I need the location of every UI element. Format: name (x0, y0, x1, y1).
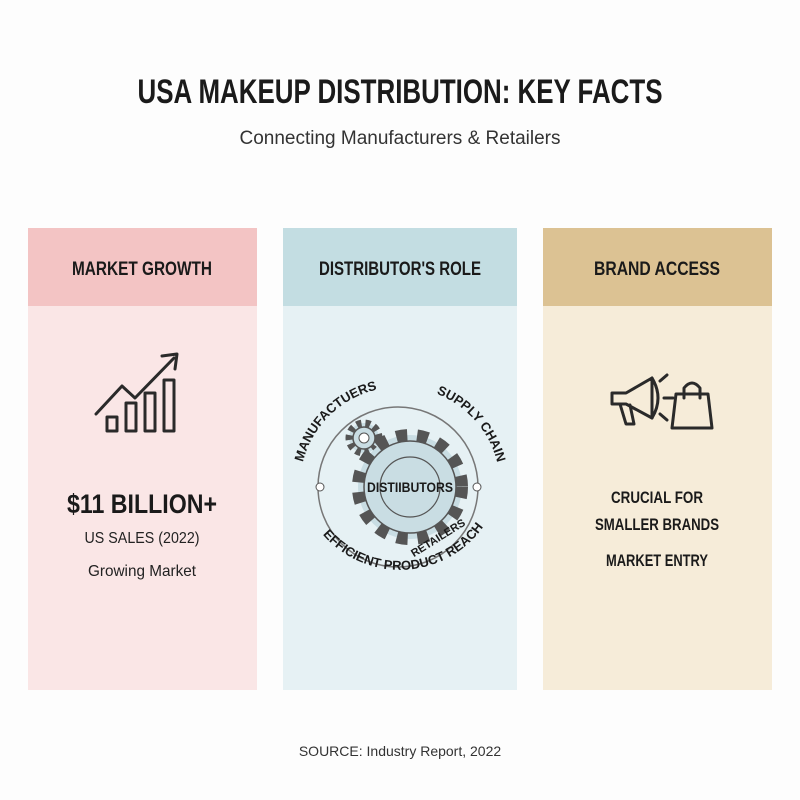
card-title: MARKET GROWTH (72, 259, 212, 280)
card-line: SMALLER BRANDS (595, 515, 719, 534)
card-line: CRUCIAL FOR (611, 488, 703, 507)
card-title: DISTRIBUTOR'S ROLE (319, 259, 481, 280)
card-header (283, 228, 517, 306)
card-header (543, 228, 772, 306)
diagram-center: DISTIIBUTORS (367, 479, 453, 495)
card-header (28, 228, 257, 306)
card-line: MARKET ENTRY (606, 551, 708, 570)
growth-icon (94, 352, 179, 433)
source: SOURCE: Industry Report, 2022 (299, 743, 502, 759)
stat-note: Growing Market (88, 563, 197, 580)
stat-value: $11 BILLION+ (67, 489, 217, 519)
brand-icon (610, 373, 714, 430)
cycle-diagram (315, 406, 482, 568)
subtitle: Connecting Manufacturers & Retailers (239, 128, 560, 149)
card-title: BRAND ACCESS (594, 259, 720, 280)
title: USA MAKEUP DISTRIBUTION: KEY FACTS (138, 73, 663, 111)
stat-label: US SALES (2022) (85, 530, 200, 547)
